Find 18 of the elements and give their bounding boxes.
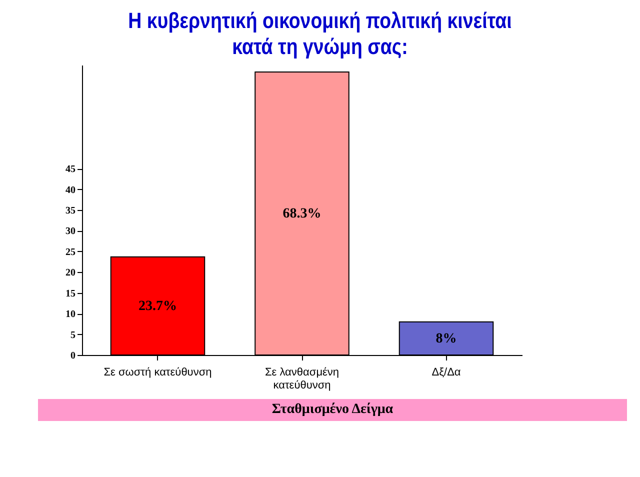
y-tick-label: 40 [66, 184, 76, 196]
y-tick-label: 15 [66, 288, 76, 300]
chart-title: Η κυβερνητική οικονομική πολιτική κινείται κατά τη γνώμη σας: [127, 8, 513, 60]
y-tick-label: 25 [66, 246, 76, 258]
x-tick-label: Σε σωστή κατεύθυνση [104, 366, 212, 378]
y-tick-label: 5 [70, 330, 76, 341]
y-tick-label: 20 [66, 268, 76, 279]
y-tick-label: 0 [70, 350, 76, 362]
data-label: 8% [436, 331, 457, 346]
y-tick-label: 45 [66, 164, 76, 176]
data-label: 23.7% [138, 298, 177, 314]
y-tick-label: 30 [66, 226, 76, 238]
text: Σταθμισμένο Δείγμα [38, 399, 627, 421]
x-tick-label: Δξ/Δα [432, 366, 462, 378]
y-tick-label: 10 [66, 309, 76, 320]
y-tick-label: 35 [66, 206, 76, 216]
x-tick-label: Σε λανθασμένη κατεύθυνση [264, 366, 340, 392]
data-label: 68.3% [282, 206, 322, 222]
